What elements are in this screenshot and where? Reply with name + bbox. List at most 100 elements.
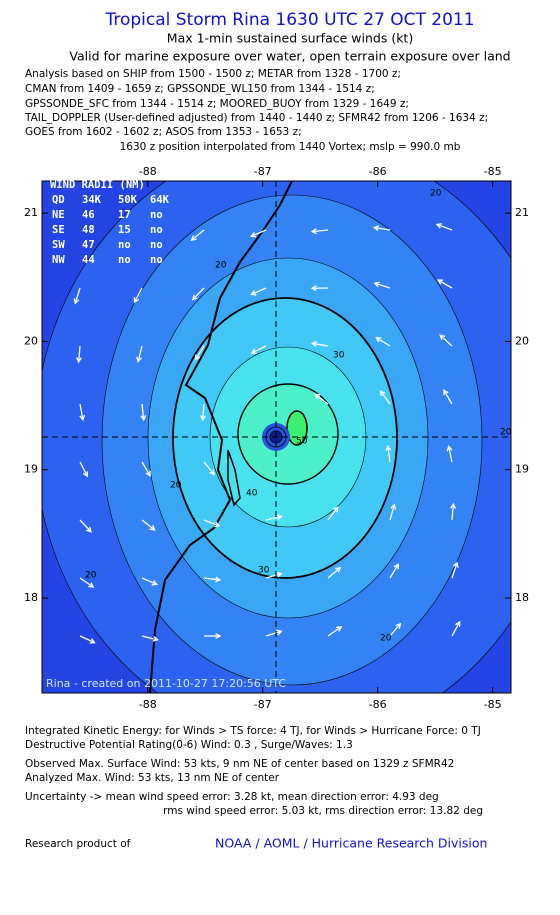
wind-vector-head — [439, 334, 446, 341]
wind-vector-head — [79, 414, 86, 422]
radii-title: WIND RADII (NM) — [50, 179, 145, 191]
wind-vector — [451, 504, 455, 521]
wind-vector — [79, 461, 88, 477]
radii-cell: no — [150, 209, 163, 221]
wind-vector-head — [136, 356, 142, 363]
source-line: GOES from 1602 - 1602 z; ASOS from 1353 … — [25, 126, 302, 138]
wind-vector-head — [214, 576, 222, 583]
radii-cell: 46 — [82, 209, 95, 221]
wind-vector — [374, 226, 391, 231]
wind-vector-head — [209, 469, 215, 476]
wind-vector — [141, 403, 145, 420]
wind-vector-head — [453, 561, 459, 568]
wind-vector-head — [213, 521, 221, 528]
wind-vector-head — [443, 389, 449, 396]
wind-vector-head — [332, 506, 339, 513]
wind-vector-head — [393, 563, 399, 570]
wind-vector — [203, 577, 220, 581]
radii-header: 64K — [150, 194, 170, 206]
y-tick-label: 18 — [515, 591, 529, 604]
wind-vector — [133, 287, 143, 303]
wind-vector — [191, 229, 205, 241]
radii-cell: no — [150, 239, 163, 251]
wind-vector-head — [373, 281, 380, 288]
wind-field — [42, 181, 511, 693]
x-tick-label: -88 — [139, 698, 157, 711]
wind-vector-head — [88, 582, 95, 588]
wind-vector — [141, 635, 158, 641]
radii-cell: 48 — [82, 224, 95, 236]
wind-vector — [443, 389, 453, 405]
wind-vector-head — [372, 225, 380, 232]
wind-vector — [312, 342, 329, 347]
y-tick-label: 19 — [515, 463, 529, 476]
y-tick-label: 20 — [24, 334, 38, 347]
wind-vector — [437, 279, 453, 289]
wind-vector-head — [390, 503, 397, 510]
radii-cell: no — [150, 224, 163, 236]
wind-vector-head — [335, 566, 342, 573]
x-tick-label: -85 — [484, 165, 502, 178]
wind-vector-head — [89, 638, 96, 644]
wind-vector-head — [375, 336, 382, 343]
contour-label: 20 — [500, 428, 512, 438]
wind-vector-head — [276, 629, 283, 636]
wind-vector — [251, 229, 267, 237]
wind-vector-head — [85, 526, 92, 533]
radii-cell: 17 — [118, 209, 131, 221]
subtitle: Max 1-min sustained surface winds (kt) — [167, 31, 413, 46]
wind-vector — [265, 515, 282, 521]
wind-vector — [389, 623, 401, 637]
radii-cell: no — [150, 254, 163, 266]
uncertainty: rms wind speed error: 5.03 kt, rms direc… — [163, 805, 483, 817]
wind-vector — [327, 506, 339, 521]
contour-label: 20 — [430, 189, 442, 199]
wind-vector-head — [250, 348, 257, 354]
y-tick-label: 21 — [515, 206, 529, 219]
wind-vector — [314, 393, 329, 405]
radii-cell: SW — [52, 239, 65, 251]
organization: NOAA / AOML / Hurricane Research Divisio… — [215, 836, 487, 851]
radii-cell: no — [118, 239, 131, 251]
wind-vector-head — [250, 290, 257, 296]
radii-header: 50K — [118, 194, 138, 206]
wind-vector — [79, 577, 94, 588]
wind-vector — [192, 287, 205, 300]
wind-vector-head — [336, 626, 343, 632]
source-line: GPSSONDE_SFC from 1344 - 1514 z; MOORED_… — [25, 98, 409, 110]
island — [227, 449, 241, 507]
contour-label: 20 — [380, 634, 392, 644]
wind-vectors — [73, 223, 461, 644]
radii-cell: 47 — [82, 239, 95, 251]
wind-vector-head — [152, 635, 159, 642]
wind-vector-head — [215, 632, 222, 639]
wind-vector — [203, 461, 215, 475]
contour-label: 20 — [85, 571, 97, 581]
radii-header: QD — [52, 194, 65, 206]
wind-vector-head — [76, 357, 82, 364]
wind-vector — [312, 229, 329, 233]
wind-vector-head — [200, 415, 207, 422]
wind-vector-head — [310, 341, 318, 347]
wind-vector-head — [149, 525, 156, 531]
wind-vector-head — [190, 235, 197, 241]
wind-vector-head — [455, 620, 461, 627]
wind-vector — [251, 287, 267, 296]
wind-vector — [203, 519, 220, 527]
wind-vector-head — [140, 415, 147, 422]
contour-label: 20 — [170, 481, 182, 491]
observed: Observed Max. Surface Wind: 53 kts, 9 nm… — [25, 758, 454, 770]
wind-vector-head — [385, 444, 392, 452]
radii-cell: 44 — [82, 254, 95, 266]
contour-label: 30 — [333, 351, 345, 361]
wind-vector — [137, 345, 143, 362]
x-tick-label: -87 — [254, 165, 272, 178]
wind-vector-head — [133, 297, 140, 304]
x-tick-label: -85 — [484, 698, 502, 711]
source-line: Analysis based on SHIP from 1500 - 1500 … — [25, 68, 401, 80]
wind-vector-head — [191, 294, 198, 301]
wind-vector-head — [395, 622, 402, 629]
wind-vector — [195, 345, 205, 360]
